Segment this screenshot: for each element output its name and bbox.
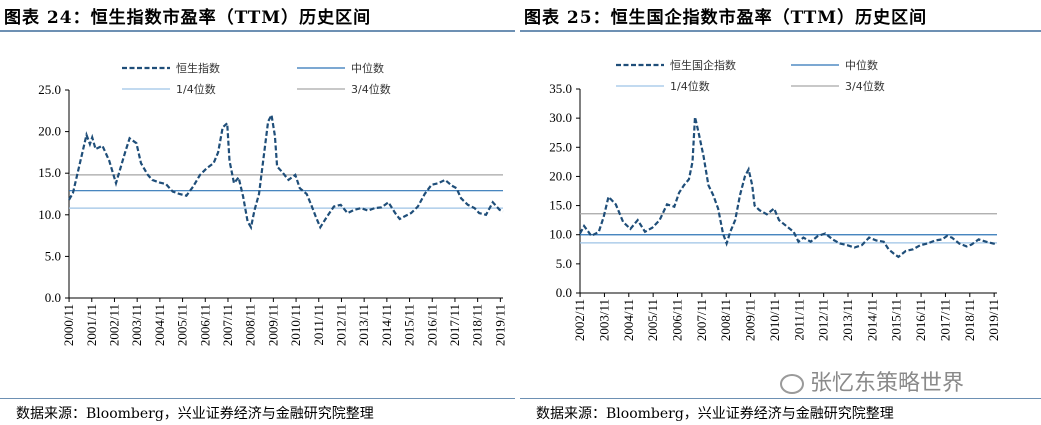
left-title-rule [0,30,515,32]
right-y-tick-label: 25.0 [549,139,572,154]
left-y-tick-label: 20.0 [38,124,61,139]
left-x-tick-label: 2005/11 [175,304,190,346]
right-legend-label: 1/4位数 [670,79,710,93]
left-x-tick-label: 2001/11 [84,304,99,346]
left-x-tick-label: 2014/11 [379,304,394,346]
watermark: 张忆东策略世界 [780,365,964,397]
right-x-tick-label: 2003/11 [596,299,611,341]
left-panel: 图表 24：恒生指数市盈率（TTM）历史区间 0.0 5.0 10.0 15.0 20.… [0,0,515,425]
right-x-tick-label: 2014/11 [864,299,879,341]
right-y-tick-label: 15.0 [549,198,572,213]
left-chart: 0.0 5.0 10.0 15.0 20.0 25.0 2000/11 2001/11 2002… [38,61,507,346]
left-source-note: 数据来源：Bloomberg，兴业证券经济与金融研究院整理 [16,406,374,422]
right-title-rule [520,30,1041,32]
right-x-tick-label: 2015/11 [889,299,904,341]
left-y-tick-label: 15.0 [38,165,61,180]
right-chart-title: 图表 25：恒生国企指数市盈率（TTM）历史区间 [524,8,928,28]
right-x-tick-label: 2010/11 [767,299,782,341]
left-bottom-rule [0,398,515,399]
right-y-tick-label: 10.0 [549,227,572,242]
left-x-tick-label: 2009/11 [265,304,280,346]
left-x-tick-label: 2013/11 [356,304,371,346]
left-x-tick-label: 2003/11 [129,304,144,346]
left-x-tick-label: 2008/11 [243,304,258,346]
left-legend-label: 中位数 [351,61,384,75]
right-chart: 0.0 5.0 10.0 15.0 20.0 25.0 30.0 35.0 2002/11 200… [549,58,1001,341]
right-x-tick-label: 2009/11 [743,299,758,341]
right-x-tick-label: 2019/11 [986,299,1001,341]
left-x-tick-label: 2004/11 [152,304,167,346]
right-series-line [579,116,998,259]
right-x-tick-label: 2008/11 [718,299,733,341]
left-x-tick-label: 2019/11 [492,304,507,346]
right-x-tick-label: 2005/11 [645,299,660,341]
left-x-tick-label: 2010/11 [288,304,303,346]
right-y-tick-label: 0.0 [556,285,572,300]
right-y-tick-label: 20.0 [549,168,572,183]
left-x-tick-label: 2000/11 [61,304,76,346]
right-x-tick-label: 2012/11 [816,299,831,341]
left-x-tick-label: 2007/11 [220,304,235,346]
left-x-tick-label: 2015/11 [402,304,417,346]
watermark-text: 张忆东策略世界 [810,371,965,396]
left-x-tick-label: 2016/11 [424,304,439,346]
left-x-tick-label: 2006/11 [197,304,212,346]
left-legend-label: 3/4位数 [351,82,391,96]
right-y-tick-label: 5.0 [556,256,572,271]
left-x-tick-label: 2018/11 [470,304,485,346]
right-bottom-rule [520,398,1041,399]
left-chart-title: 图表 24：恒生指数市盈率（TTM）历史区间 [4,8,372,28]
left-legend-label: 恒生指数 [176,61,220,75]
right-x-tick-label: 2017/11 [937,299,952,341]
right-legend-label: 3/4位数 [845,79,885,93]
left-y-tick-label: 5.0 [45,248,61,263]
left-legend-label: 1/4位数 [176,82,216,96]
right-x-tick-label: 2007/11 [694,299,709,341]
left-x-tick-label: 2012/11 [333,304,348,346]
left-y-tick-label: 10.0 [38,207,61,222]
left-x-tick-label: 2002/11 [106,304,121,346]
right-source-note: 数据来源：Bloomberg，兴业证券经济与金融研究院整理 [536,406,894,422]
left-y-tick-label: 0.0 [45,290,61,305]
right-panel: 图表 25：恒生国企指数市盈率（TTM）历史区间 0.0 5.0 10.0 15.0 2… [520,0,1041,425]
right-x-tick-label: 2018/11 [962,299,977,341]
right-x-tick-label: 2013/11 [840,299,855,341]
left-series-line [68,111,504,231]
wechat-icon [780,374,804,394]
right-legend-label: 中位数 [845,58,878,72]
right-y-tick-label: 30.0 [549,110,572,125]
right-x-tick-label: 2011/11 [791,299,806,341]
left-y-tick-label: 25.0 [38,82,61,97]
right-x-tick-label: 2006/11 [670,299,685,341]
right-x-tick-label: 2016/11 [913,299,928,341]
left-x-tick-label: 2017/11 [447,304,462,346]
right-y-tick-label: 35.0 [549,81,572,96]
right-legend-label: 恒生国企指数 [670,58,736,72]
left-x-tick-label: 2011/11 [311,304,326,346]
right-x-tick-label: 2002/11 [572,299,587,341]
right-x-tick-label: 2004/11 [621,299,636,341]
